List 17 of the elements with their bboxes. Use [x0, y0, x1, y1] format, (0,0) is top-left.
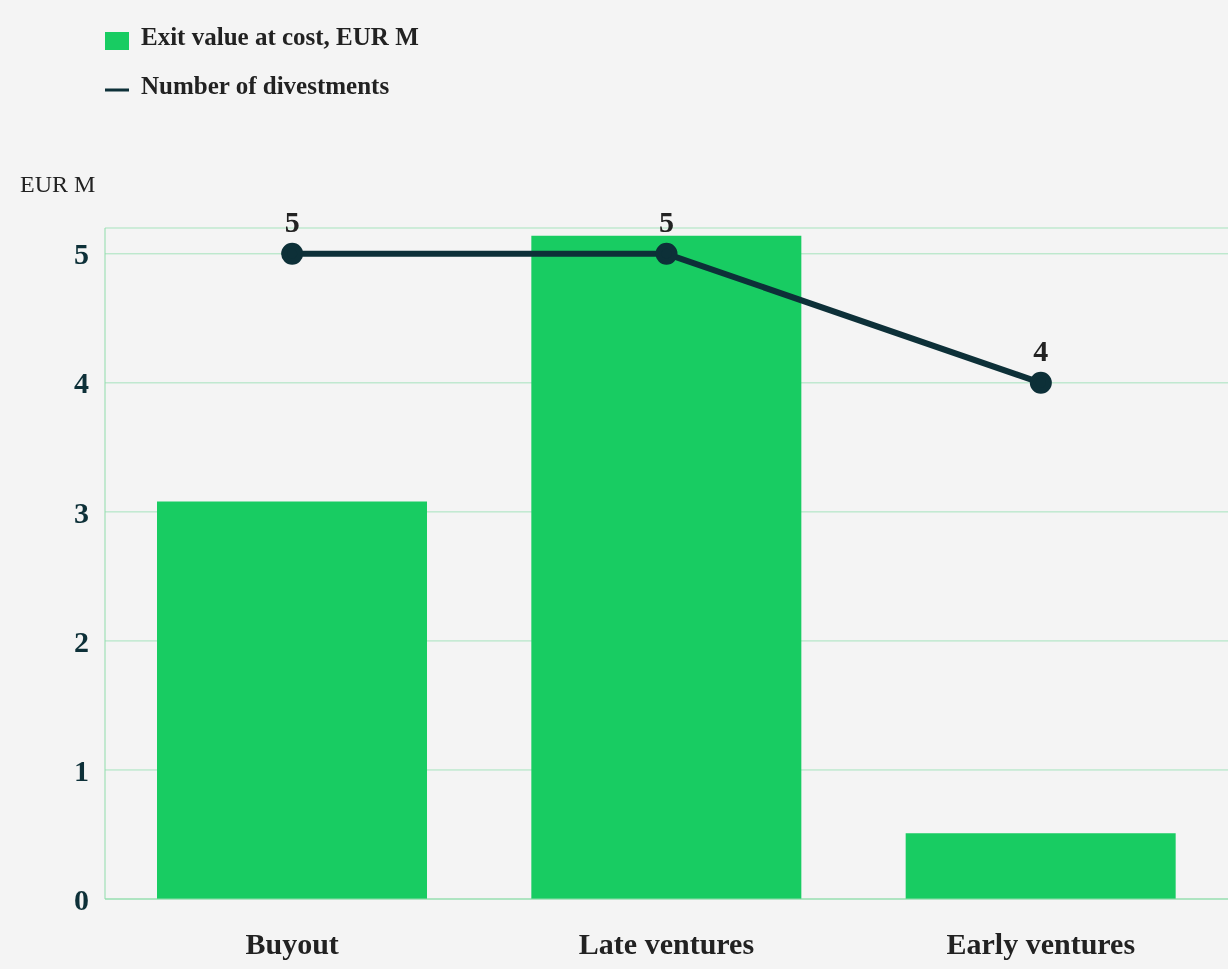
y-axis-title: EUR M — [20, 171, 96, 198]
legend-label: Exit value at cost, EUR M — [141, 22, 420, 52]
y-tick-label: 0 — [74, 882, 89, 916]
data-label: 5 — [659, 204, 674, 238]
y-tick-label: 4 — [74, 366, 89, 400]
data-label: 4 — [1033, 333, 1049, 367]
data-label: 5 — [284, 204, 300, 238]
y-tick-label: 2 — [74, 624, 89, 658]
y-tick-label: 5 — [74, 237, 89, 271]
bar — [905, 833, 1176, 899]
x-tick-label: Late ventures — [578, 927, 755, 961]
legend-label: Number of divestments — [141, 71, 391, 101]
y-tick-label: 1 — [74, 753, 89, 787]
x-tick-label: Early ventures — [946, 927, 1136, 961]
x-tick-label: Buyout — [245, 927, 339, 961]
bar — [157, 501, 427, 899]
y-tick-label: 3 — [74, 495, 89, 529]
